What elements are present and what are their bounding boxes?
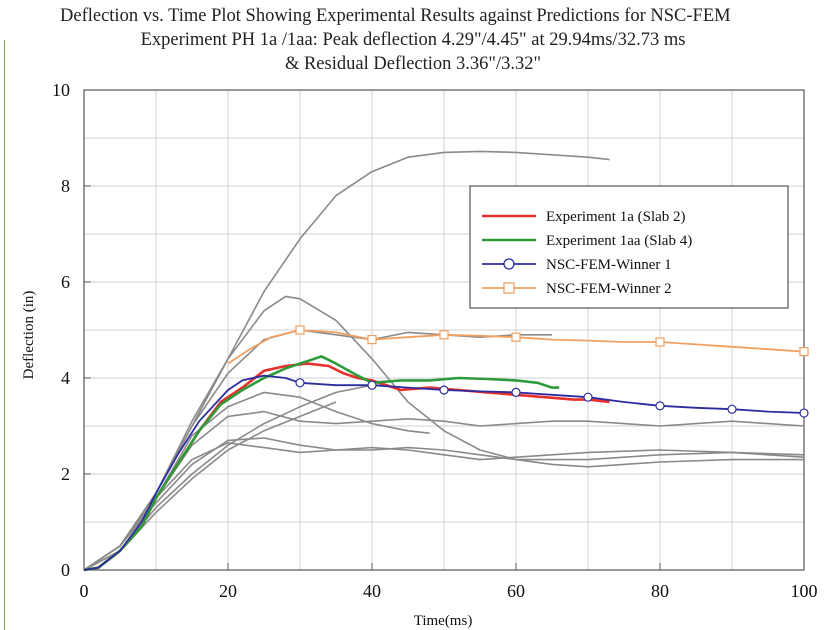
winner-2-marker: [655, 337, 665, 347]
grid-lines: [83, 89, 805, 571]
winner-1-marker: [799, 408, 809, 418]
legend-marker-circle: [503, 258, 515, 270]
y-tick-label: 10: [52, 80, 70, 100]
winner-1-marker: [727, 404, 737, 414]
x-tick-label: 100: [791, 581, 818, 601]
x-tick-label: 40: [363, 581, 381, 601]
prediction-line-4: [83, 391, 430, 571]
x-tick-label: 80: [651, 581, 669, 601]
series-line-experiment-1aa-slab-4: [83, 355, 560, 572]
axes: 0 20 40 60 80 100 0 2 4 6 8 10: [52, 80, 818, 601]
y-tick-label: 0: [61, 560, 70, 580]
y-tick-label: 6: [61, 272, 70, 292]
y-tick-label: 4: [61, 368, 70, 388]
legend-label: Experiment 1a (Slab 2): [546, 209, 686, 225]
legend-label: Experiment 1aa (Slab 4): [546, 233, 692, 249]
winner-1-marker: [295, 378, 305, 388]
winner-2-marker: [799, 347, 809, 357]
y-tick-label: 2: [61, 464, 70, 484]
winner-1-marker: [367, 380, 377, 390]
plot-frame: [83, 89, 805, 571]
winner-2-marker: [439, 330, 449, 340]
series-lines: [83, 150, 809, 572]
winner-1-marker: [655, 401, 665, 411]
winner-1-marker: [439, 385, 449, 395]
legend-label: NSC-FEM-Winner 1: [546, 257, 672, 273]
legend-label: NSC-FEM-Winner 2: [546, 281, 672, 297]
series-line-nsc-fem-winner-1: [83, 374, 805, 571]
chart-title-line-2: Experiment PH 1a /1aa: Peak deflection 4…: [140, 30, 686, 50]
series-line-nsc-fem-winner-2: [227, 329, 805, 365]
winner-2-marker: [367, 335, 377, 345]
winner-1-marker: [583, 392, 593, 402]
winner-2-marker: [511, 332, 521, 342]
prediction-line-3: [83, 410, 805, 571]
chart-title-line-1: Deflection vs. Time Plot Showing Experim…: [60, 6, 731, 26]
page-left-rule: [4, 40, 5, 630]
x-tick-label: 20: [219, 581, 237, 601]
prediction-line-5: [83, 437, 805, 571]
winner-1-marker: [511, 387, 521, 397]
x-axis-label: Time(ms): [414, 613, 473, 629]
winner-2-marker: [295, 325, 305, 335]
y-tick-label: 8: [61, 176, 70, 196]
prediction-line-6: [83, 442, 805, 571]
y-axis-label: Deflection (in): [21, 291, 37, 380]
chart-title-line-3: & Residual Deflection 3.36"/3.32": [284, 54, 542, 74]
x-tick-label: 60: [507, 581, 525, 601]
series-line-experiment-1a-slab-2: [83, 362, 610, 572]
x-tick-label: 0: [80, 581, 89, 601]
legend: Experiment 1a (Slab 2) Experiment 1aa (Sl…: [469, 185, 789, 309]
legend-marker-square: [503, 282, 515, 294]
